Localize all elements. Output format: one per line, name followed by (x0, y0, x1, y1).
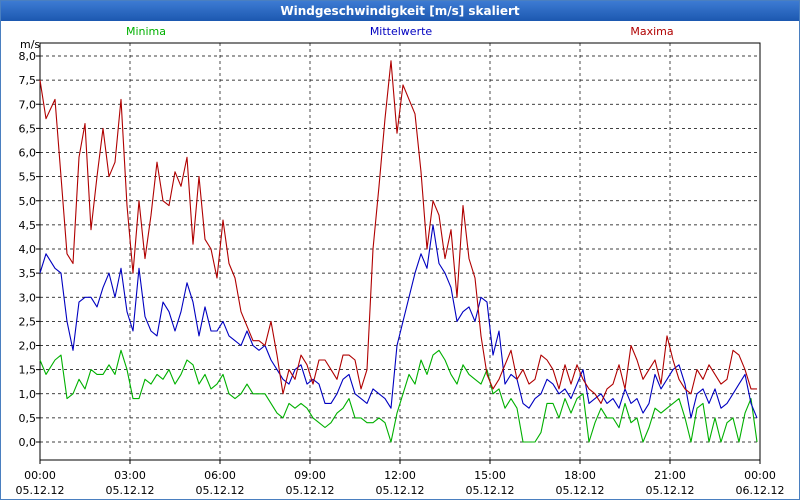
x-tick-date: 05.12.12 (286, 484, 335, 497)
window-title: Windgeschwindigkeit [m/s] skaliert (1, 1, 799, 21)
y-tick-label: 4,0 (19, 243, 37, 256)
y-tick-label: 6,0 (19, 147, 37, 160)
y-tick-label: 8,0 (19, 50, 37, 63)
x-tick-time: 21:00 (654, 469, 686, 482)
x-tick-time: 09:00 (294, 469, 326, 482)
x-tick-time: 15:00 (474, 469, 506, 482)
y-tick-label: 5,0 (19, 195, 37, 208)
grid-lines (40, 43, 760, 460)
y-axis-ticks: 0,0 0,5 1,0 1,5 2,0 2,5 3,0 3,5 4,0 4,5 5,0 5,5 6,0 6… (19, 50, 40, 449)
x-tick-time: 06:00 (204, 469, 236, 482)
series-line-minima (39, 349, 758, 443)
y-tick-label: 6,5 (19, 122, 37, 135)
x-tick-date: 05.12.12 (646, 484, 695, 497)
legend-mittelwerte: Mittelwerte (370, 25, 433, 38)
y-axis-label: m/s (20, 38, 40, 51)
legend-minima: Minima (126, 25, 166, 38)
x-tick-date: 05.12.12 (376, 484, 425, 497)
y-tick-label: 7,0 (19, 98, 37, 111)
y-tick-label: 7,5 (19, 74, 37, 87)
y-tick-label: 1,0 (19, 388, 37, 401)
x-tick-date: 05.12.12 (106, 484, 155, 497)
x-tick-time: 18:00 (564, 469, 596, 482)
y-tick-label: 1,5 (19, 364, 37, 377)
y-tick-label: 0,0 (19, 436, 37, 449)
x-tick-date: 05.12.12 (16, 484, 65, 497)
series-line-mittelwerte (39, 224, 758, 419)
x-tick-date: 06.12.12 (736, 484, 785, 497)
x-tick-date: 05.12.12 (466, 484, 515, 497)
x-axis-ticks: 00:00 05.12.12 03:00 05.12.12 06:00 05.12.12 0… (16, 460, 785, 497)
legend-maxima: Maxima (630, 25, 673, 38)
y-tick-label: 5,5 (19, 171, 37, 184)
y-tick-label: 4,5 (19, 219, 37, 232)
y-tick-label: 2,5 (19, 315, 37, 328)
x-tick-time: 00:00 (24, 469, 56, 482)
y-tick-label: 2,0 (19, 340, 37, 353)
y-tick-label: 0,5 (19, 412, 37, 425)
x-tick-time: 03:00 (114, 469, 146, 482)
series-line-maxima (39, 60, 757, 404)
y-tick-label: 3,5 (19, 267, 37, 280)
x-tick-date: 05.12.12 (196, 484, 245, 497)
y-tick-label: 3,0 (19, 291, 37, 304)
legend: Minima Mittelwerte Maxima (126, 25, 674, 38)
x-tick-date: 05.12.12 (556, 484, 605, 497)
x-tick-time: 12:00 (384, 469, 416, 482)
x-tick-time: 00:00 (744, 469, 776, 482)
series-lines (39, 60, 758, 443)
